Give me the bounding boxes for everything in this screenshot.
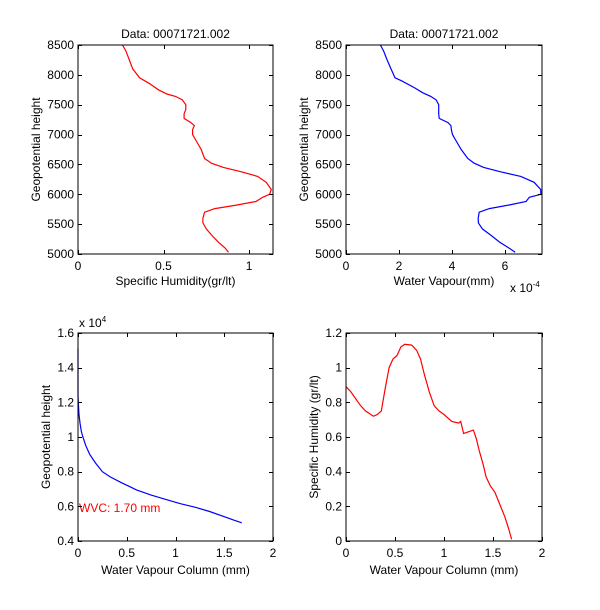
- y-tick-label: 0.4: [57, 534, 74, 548]
- y-tick-label: 5000: [315, 247, 342, 261]
- subplot-water-vapour: Data: 00071721.002 Water Vapour(mm) Geop…: [297, 27, 543, 295]
- x-axis-label: Water Vapour(mm): [394, 274, 495, 288]
- y-tick-label: 7500: [315, 98, 342, 112]
- axes-frame: [77, 44, 274, 255]
- axes-frame: [345, 44, 543, 255]
- series-line-water-vapour-column: [77, 348, 242, 524]
- series-line-humidity-vs-column: [345, 343, 513, 540]
- y-tick-label: 1.2: [325, 326, 342, 340]
- y-tick-label: 1.4: [57, 361, 74, 375]
- x-tick-label: 0.5: [387, 546, 404, 560]
- y-tick-label: 0.8: [325, 395, 342, 409]
- x-tick-label: 2: [270, 546, 277, 560]
- x-multiplier-exponent: -4: [533, 280, 541, 289]
- x-axis-label: Water Vapour Column (mm): [101, 563, 250, 577]
- x-axis-label: Specific Humidity(gr/lt): [115, 274, 235, 288]
- y-tick-label: 7000: [47, 128, 74, 142]
- subplot-humidity-vs-column: Water Vapour Column (mm) Specific Humidi…: [307, 326, 546, 577]
- y-tick-label: 0.2: [325, 499, 342, 513]
- y-tick-label: 1: [335, 361, 342, 375]
- y-tick-label: 1: [67, 430, 74, 444]
- x-tick-label: 4: [449, 259, 456, 273]
- x-multiplier-base: x 10: [510, 281, 533, 295]
- y-multiplier-exponent: 4: [102, 315, 107, 324]
- x-tick-label: 0.5: [155, 259, 172, 273]
- subplot-specific-humidity: Data: 00071721.002 Specific Humidity(gr/…: [29, 27, 274, 288]
- y-axis-label: Geopotential height: [297, 97, 311, 202]
- x-tick-label: 1: [172, 546, 179, 560]
- y-tick-label: 0.8: [57, 465, 74, 479]
- series-line-water-vapour: [379, 44, 542, 253]
- x-tick-label: 1.5: [216, 546, 233, 560]
- wvc-annotation: WVC: 1.70 mm: [79, 501, 160, 515]
- subplot-title: Data: 00071721.002: [121, 27, 230, 41]
- y-tick-label: 8500: [315, 38, 342, 52]
- y-tick-label: 1.2: [57, 395, 74, 409]
- y-tick-label: 8000: [315, 68, 342, 82]
- y-tick-label: 8000: [47, 68, 74, 82]
- y-tick-label: 5000: [47, 247, 74, 261]
- y-tick-label: 6000: [315, 187, 342, 201]
- x-tick-label: 1: [441, 546, 448, 560]
- y-tick-label: 0.6: [57, 499, 74, 513]
- x-tick-label: 0: [75, 259, 82, 273]
- y-tick-label: 8500: [47, 38, 74, 52]
- x-tick-label: 0: [343, 546, 350, 560]
- x-tick-label: 0.5: [118, 546, 135, 560]
- y-tick-label: 7000: [315, 128, 342, 142]
- x-tick-label: 6: [502, 259, 509, 273]
- x-multiplier: x 10-4: [510, 280, 540, 295]
- x-tick-label: 2: [396, 259, 403, 273]
- x-tick-label: 0: [75, 546, 82, 560]
- series-line-specific-humidity: [121, 44, 272, 253]
- x-tick-label: 2: [539, 546, 546, 560]
- subplot-water-vapour-column: Water Vapour Column (mm) Geopotential he…: [39, 315, 277, 577]
- y-tick-label: 0: [335, 534, 342, 548]
- y-axis-label: Specific Humidity (gr/lt): [307, 375, 321, 498]
- subplot-title: Data: 00071721.002: [390, 27, 499, 41]
- y-multiplier-base: x 10: [79, 316, 102, 330]
- x-axis-label: Water Vapour Column (mm): [370, 563, 519, 577]
- x-tick-label: 0: [343, 259, 350, 273]
- y-tick-label: 1.6: [57, 326, 74, 340]
- x-tick-label: 1: [246, 259, 253, 273]
- y-tick-label: 0.4: [325, 465, 342, 479]
- y-multiplier: x 104: [79, 315, 107, 330]
- y-axis-label: Geopotential height: [29, 97, 43, 202]
- y-tick-label: 6500: [47, 157, 74, 171]
- y-tick-label: 7500: [47, 98, 74, 112]
- y-tick-label: 5500: [47, 217, 74, 231]
- x-tick-label: 1.5: [485, 546, 502, 560]
- y-tick-label: 6500: [315, 157, 342, 171]
- y-tick-label: 5500: [315, 217, 342, 231]
- y-axis-label: Geopotential height: [39, 384, 53, 489]
- y-tick-label: 6000: [47, 187, 74, 201]
- y-tick-label: 0.6: [325, 430, 342, 444]
